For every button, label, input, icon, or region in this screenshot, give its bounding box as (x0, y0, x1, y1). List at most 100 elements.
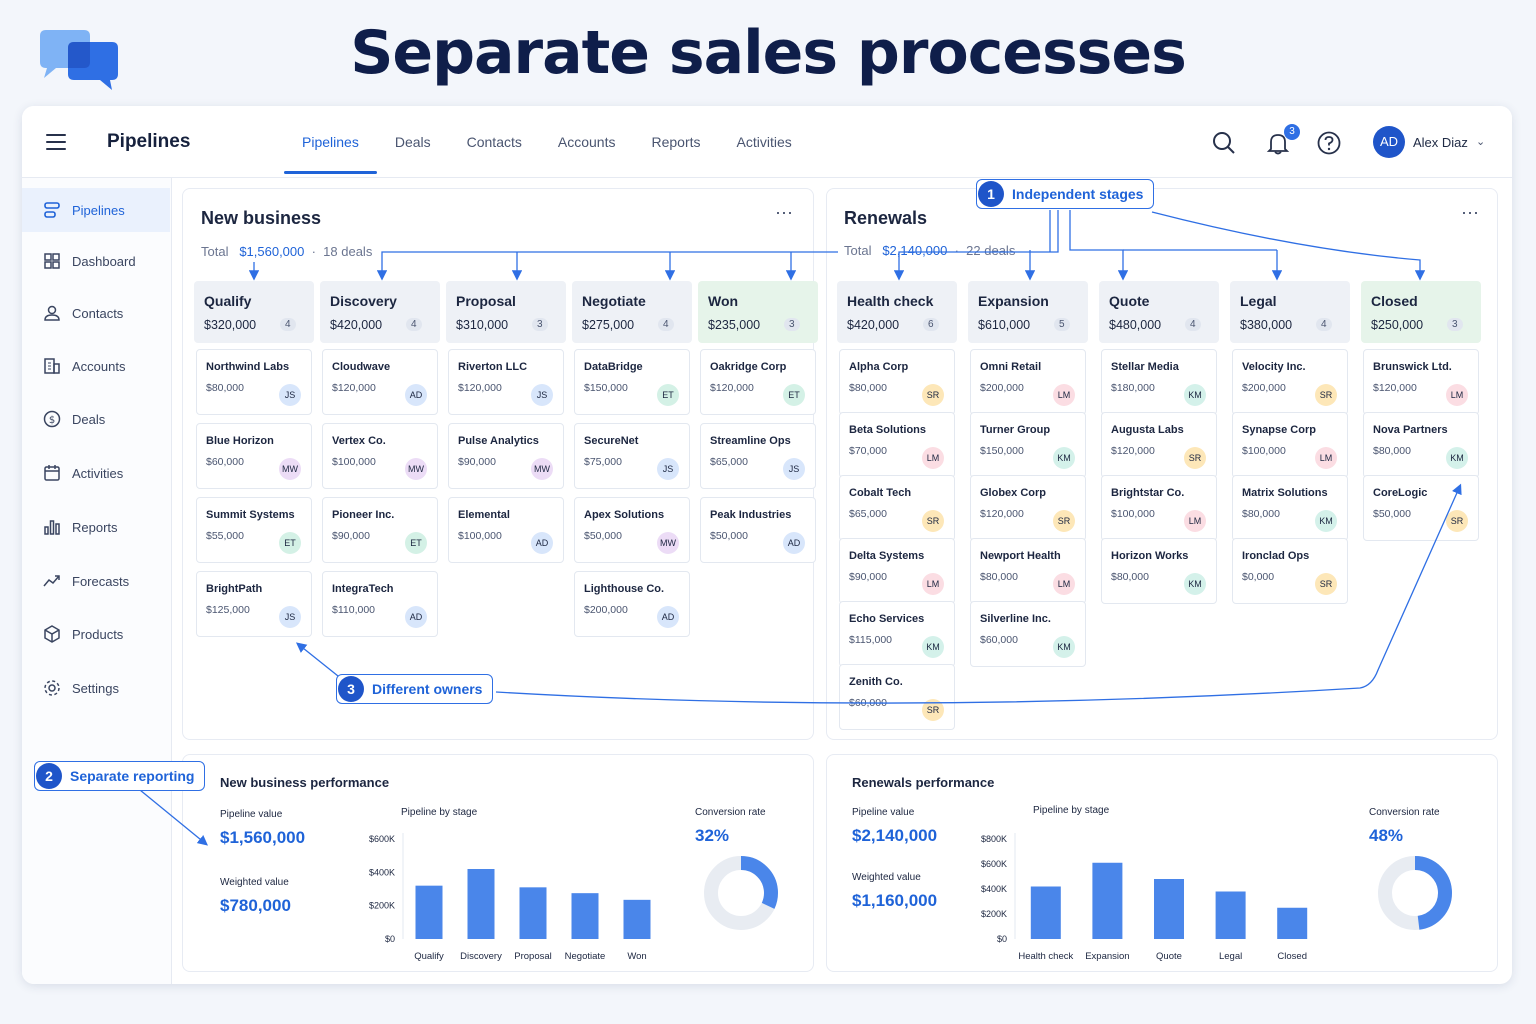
bar-proposal[interactable] (519, 887, 547, 939)
owner-avatar[interactable]: SR (1053, 510, 1075, 532)
deal-card[interactable]: Streamline Ops $65,000 JS (700, 423, 816, 489)
deal-card[interactable]: Northwind Labs $80,000 JS (196, 349, 312, 415)
more-icon[interactable]: ⋯ (775, 203, 794, 223)
search-icon[interactable] (1211, 130, 1237, 156)
owner-avatar[interactable]: LM (922, 573, 944, 595)
deal-card[interactable]: SecureNet $75,000 JS (574, 423, 690, 489)
bar-quote[interactable] (1154, 879, 1184, 939)
bar-negotiate[interactable] (571, 893, 599, 939)
nav-contacts[interactable]: Contacts (466, 134, 522, 150)
deal-card[interactable]: DataBridge $150,000 ET (574, 349, 690, 415)
owner-avatar[interactable]: LM (1315, 447, 1337, 469)
owner-avatar[interactable]: ET (405, 532, 427, 554)
sidebar-item-forecasts[interactable]: Forecasts (22, 559, 170, 603)
nav-reports[interactable]: Reports (651, 134, 701, 150)
avatar[interactable]: AD (1373, 126, 1405, 158)
stage-header[interactable]: Closed $250,000 3 (1361, 281, 1481, 343)
stage-header[interactable]: Expansion $610,000 5 (968, 281, 1088, 343)
owner-avatar[interactable]: LM (922, 447, 944, 469)
owner-avatar[interactable]: MW (531, 458, 553, 480)
deal-card[interactable]: BrightPath $125,000 JS (196, 571, 312, 637)
bell-icon[interactable] (1265, 130, 1291, 156)
owner-avatar[interactable]: ET (783, 384, 805, 406)
sidebar-item-reports[interactable]: Reports (22, 505, 170, 549)
owner-avatar[interactable]: SR (1184, 447, 1206, 469)
deal-card[interactable]: Apex Solutions $50,000 MW (574, 497, 690, 563)
deal-card[interactable]: Brightstar Co. $100,000 LM (1101, 475, 1217, 541)
help-icon[interactable] (1316, 130, 1342, 156)
owner-avatar[interactable]: SR (1446, 510, 1468, 532)
owner-avatar[interactable]: AD (783, 532, 805, 554)
owner-avatar[interactable]: LM (1053, 384, 1075, 406)
deal-card[interactable]: Horizon Works $80,000 KM (1101, 538, 1217, 604)
deal-card[interactable]: Alpha Corp $80,000 SR (839, 349, 955, 415)
sidebar-item-contacts[interactable]: Contacts (22, 291, 170, 335)
nav-accounts[interactable]: Accounts (557, 134, 616, 150)
deal-card[interactable]: Blue Horizon $60,000 MW (196, 423, 312, 489)
deal-card[interactable]: Zenith Co. $60,000 SR (839, 664, 955, 730)
owner-avatar[interactable]: MW (279, 458, 301, 480)
stage-header[interactable]: Qualify $320,000 4 (194, 281, 314, 343)
owner-avatar[interactable]: SR (922, 384, 944, 406)
deal-card[interactable]: Stellar Media $180,000 KM (1101, 349, 1217, 415)
owner-avatar[interactable]: ET (279, 532, 301, 554)
owner-avatar[interactable]: AD (405, 606, 427, 628)
deal-card[interactable]: Newport Health $80,000 LM (970, 538, 1086, 604)
more-icon[interactable]: ⋯ (1461, 203, 1480, 223)
deal-card[interactable]: Brunswick Ltd. $120,000 LM (1363, 349, 1479, 415)
deal-card[interactable]: Delta Systems $90,000 LM (839, 538, 955, 604)
bar-won[interactable] (623, 899, 651, 939)
deal-card[interactable]: Ironclad Ops $0,000 SR (1232, 538, 1348, 604)
deal-card[interactable]: Silverline Inc. $60,000 KM (970, 601, 1086, 667)
owner-avatar[interactable]: MW (405, 458, 427, 480)
owner-avatar[interactable]: LM (1184, 510, 1206, 532)
owner-avatar[interactable]: JS (657, 458, 679, 480)
owner-avatar[interactable]: KM (1184, 384, 1206, 406)
deal-card[interactable]: Augusta Labs $120,000 SR (1101, 412, 1217, 478)
stage-header[interactable]: Legal $380,000 4 (1230, 281, 1350, 343)
deal-card[interactable]: Oakridge Corp $120,000 ET (700, 349, 816, 415)
nav-pipelines[interactable]: Pipelines (284, 106, 377, 178)
deal-card[interactable]: Matrix Solutions $80,000 KM (1232, 475, 1348, 541)
deal-card[interactable]: Velocity Inc. $200,000 SR (1232, 349, 1348, 415)
bar-discovery[interactable] (467, 869, 495, 939)
stage-header[interactable]: Quote $480,000 4 (1099, 281, 1219, 343)
owner-avatar[interactable]: AD (405, 384, 427, 406)
owner-avatar[interactable]: KM (1315, 510, 1337, 532)
sidebar-item-settings[interactable]: Settings (22, 666, 170, 710)
deal-card[interactable]: Elemental $100,000 AD (448, 497, 564, 563)
stage-header[interactable]: Discovery $420,000 4 (320, 281, 440, 343)
deal-card[interactable]: Nova Partners $80,000 KM (1363, 412, 1479, 478)
owner-avatar[interactable]: KM (1446, 447, 1468, 469)
user-name[interactable]: Alex Diaz (1413, 135, 1468, 150)
deal-card[interactable]: Omni Retail $200,000 LM (970, 349, 1086, 415)
owner-avatar[interactable]: LM (1053, 573, 1075, 595)
owner-avatar[interactable]: AD (657, 606, 679, 628)
owner-avatar[interactable]: SR (922, 510, 944, 532)
menu-icon[interactable] (46, 134, 66, 150)
sidebar-item-dashboard[interactable]: Dashboard (22, 239, 170, 283)
stage-header[interactable]: Proposal $310,000 3 (446, 281, 566, 343)
bar-expansion[interactable] (1092, 862, 1123, 939)
deal-card[interactable]: Cloudwave $120,000 AD (322, 349, 438, 415)
owner-avatar[interactable]: JS (531, 384, 553, 406)
deal-card[interactable]: CoreLogic $50,000 SR (1363, 475, 1479, 541)
nav-deals[interactable]: Deals (394, 134, 431, 150)
deal-card[interactable]: Cobalt Tech $65,000 SR (839, 475, 955, 541)
deal-card[interactable]: Beta Solutions $70,000 LM (839, 412, 955, 478)
sidebar-item-deals[interactable]: $ Deals (22, 397, 170, 441)
owner-avatar[interactable]: ET (657, 384, 679, 406)
owner-avatar[interactable]: AD (531, 532, 553, 554)
deal-card[interactable]: Riverton LLC $120,000 JS (448, 349, 564, 415)
deal-card[interactable]: Summit Systems $55,000 ET (196, 497, 312, 563)
deal-card[interactable]: Peak Industries $50,000 AD (700, 497, 816, 563)
bar-legal[interactable] (1215, 891, 1246, 940)
sidebar-item-pipelines[interactable]: Pipelines (22, 188, 170, 232)
stage-header[interactable]: Won $235,000 3 (698, 281, 818, 343)
deal-card[interactable]: Vertex Co. $100,000 MW (322, 423, 438, 489)
bar-health-check[interactable] (1030, 886, 1061, 940)
sidebar-item-accounts[interactable]: Accounts (22, 344, 170, 388)
owner-avatar[interactable]: KM (1184, 573, 1206, 595)
deal-card[interactable]: Turner Group $150,000 KM (970, 412, 1086, 478)
owner-avatar[interactable]: LM (1446, 384, 1468, 406)
